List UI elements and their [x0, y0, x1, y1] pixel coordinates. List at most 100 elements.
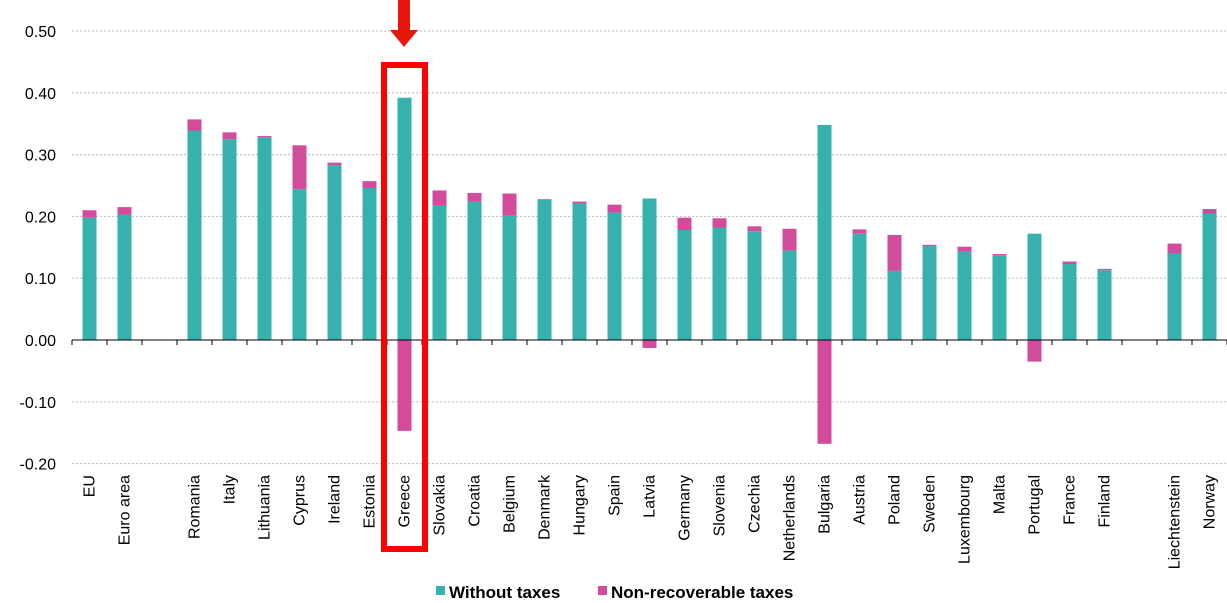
bar-without-taxes-italy — [222, 139, 237, 340]
bar-without-taxes-poland — [887, 270, 902, 340]
bar-non-recoverable-taxes-luxembourg — [957, 246, 972, 252]
x-tick-label-portugal: Portugal — [1027, 475, 1044, 535]
x-axis-labels: EU Euro area Romania Italy Lithuania Cyprus Ir… — [82, 474, 1219, 569]
greece-highlight — [381, 0, 428, 552]
bar-non-recoverable-taxes-italy — [222, 132, 237, 140]
legend: Without taxes Non-recoverable taxes — [436, 583, 793, 602]
x-tick-label-latvia: Latvia — [642, 475, 659, 518]
bar-without-taxes-cyprus — [292, 189, 307, 340]
x-tick-label-denmark: Denmark — [537, 474, 554, 540]
y-tick-label: -0.20 — [20, 457, 57, 474]
bar-non-recoverable-taxes-latvia — [642, 340, 657, 349]
x-tick-label-euro-area: Euro area — [117, 475, 134, 545]
bar-non-recoverable-taxes-estonia — [362, 181, 377, 188]
bar-non-recoverable-taxes-euro-area — [117, 207, 132, 215]
x-tick-label-estonia: Estonia — [362, 475, 379, 528]
x-tick-label-liechtenstein: Liechtenstein — [1167, 475, 1184, 569]
x-tick-label-austria: Austria — [852, 475, 869, 525]
bar-without-taxes-belgium — [502, 215, 517, 340]
bar-without-taxes-bulgaria — [817, 124, 832, 340]
bar-without-taxes-romania — [187, 130, 202, 340]
bar-without-taxes-slovakia — [432, 205, 447, 340]
bar-non-recoverable-taxes-norway — [1202, 208, 1217, 214]
bar-without-taxes-czechia — [747, 231, 762, 340]
bar-non-recoverable-taxes-cyprus — [292, 145, 307, 190]
x-tick-label-romania: Romania — [187, 475, 204, 539]
bar-non-recoverable-taxes-bulgaria — [817, 340, 832, 444]
x-tick-label-croatia: Croatia — [467, 475, 484, 527]
x-tick-label-bulgaria: Bulgaria — [817, 475, 834, 534]
bar-non-recoverable-taxes-slovenia — [712, 218, 727, 228]
bar-non-recoverable-taxes-france — [1062, 261, 1077, 264]
bar-non-recoverable-taxes-liechtenstein — [1167, 243, 1182, 254]
x-tick-label-italy: Italy — [222, 475, 239, 504]
legend-label-without-taxes: Without taxes — [449, 583, 560, 602]
bar-non-recoverable-taxes-malta — [992, 254, 1007, 256]
y-axis: 0.50 0.40 0.30 0.20 0.10 0.00 -0.10 -0.20 — [20, 24, 57, 474]
y-tick-label: 0.20 — [25, 209, 56, 226]
x-tick-label-norway: Norway — [1202, 475, 1219, 529]
x-tick-label-czechia: Czechia — [747, 475, 764, 533]
bar-without-taxes-netherlands — [782, 250, 797, 340]
bar-non-recoverable-taxes-slovakia — [432, 190, 447, 206]
bar-non-recoverable-taxes-germany — [677, 217, 692, 230]
legend-swatch-without-taxes — [436, 586, 445, 595]
bar-without-taxes-austria — [852, 233, 867, 340]
bar-without-taxes-finland — [1097, 270, 1112, 340]
bar-without-taxes-euro-area — [117, 214, 132, 340]
bar-non-recoverable-taxes-hungary — [572, 201, 587, 204]
bar-without-taxes-denmark — [537, 199, 552, 340]
x-tick-label-eu: EU — [82, 475, 99, 497]
bar-without-taxes-ireland — [327, 165, 342, 340]
bar-non-recoverable-taxes-belgium — [502, 193, 517, 216]
x-tick-label-slovenia: Slovenia — [712, 475, 729, 536]
x-tick-label-finland: Finland — [1097, 475, 1114, 527]
bar-non-recoverable-taxes-greece — [397, 340, 412, 431]
bar-without-taxes-malta — [992, 255, 1007, 340]
x-tick-label-malta: Malta — [992, 475, 1009, 514]
x-tick-label-luxembourg: Luxembourg — [957, 475, 974, 564]
bar-non-recoverable-taxes-romania — [187, 119, 202, 131]
x-tick-label-lithuania: Lithuania — [257, 475, 274, 540]
x-tick-label-netherlands: Netherlands — [782, 475, 799, 561]
bar-non-recoverable-taxes-denmark — [537, 199, 552, 200]
bar-without-taxes-liechtenstein — [1167, 253, 1182, 340]
y-tick-label: 0.30 — [25, 148, 56, 165]
x-tick-label-germany: Germany — [677, 475, 694, 541]
y-tick-label: 0.00 — [25, 333, 56, 350]
bar-non-recoverable-taxes-spain — [607, 204, 622, 213]
bar-without-taxes-germany — [677, 229, 692, 340]
bar-without-taxes-sweden — [922, 246, 937, 340]
bars — [82, 97, 1217, 444]
bar-non-recoverable-taxes-czechia — [747, 226, 762, 232]
x-tick-label-france: France — [1062, 475, 1079, 525]
bar-without-taxes-norway — [1202, 213, 1217, 340]
bar-non-recoverable-taxes-finland — [1097, 268, 1112, 271]
bar-without-taxes-lithuania — [257, 137, 272, 340]
y-tick-label: 0.40 — [25, 86, 56, 103]
x-tick-label-greece: Greece — [397, 475, 414, 528]
bar-without-taxes-luxembourg — [957, 251, 972, 340]
bar-non-recoverable-taxes-portugal — [1027, 340, 1042, 362]
x-tick-label-spain: Spain — [607, 475, 624, 516]
legend-swatch-non-recoverable-taxes — [598, 586, 607, 595]
bar-non-recoverable-taxes-sweden — [922, 244, 937, 247]
arrow-icon — [390, 0, 418, 47]
bar-without-taxes-estonia — [362, 187, 377, 340]
bar-without-taxes-latvia — [642, 198, 657, 340]
x-tick-label-sweden: Sweden — [922, 475, 939, 533]
bar-without-taxes-slovenia — [712, 227, 727, 340]
bar-non-recoverable-taxes-poland — [887, 234, 902, 271]
x-tick-label-hungary: Hungary — [572, 475, 589, 535]
bar-non-recoverable-taxes-eu — [82, 210, 97, 218]
x-axis — [71, 339, 1227, 345]
y-tick-label: -0.10 — [20, 395, 57, 412]
x-tick-label-cyprus: Cyprus — [292, 475, 309, 526]
x-tick-label-slovakia: Slovakia — [432, 475, 449, 536]
x-tick-label-belgium: Belgium — [502, 475, 519, 533]
bar-non-recoverable-taxes-croatia — [467, 192, 482, 202]
highlight-box — [381, 62, 428, 552]
bar-without-taxes-eu — [82, 217, 97, 340]
legend-label-non-recoverable-taxes: Non-recoverable taxes — [611, 583, 793, 602]
